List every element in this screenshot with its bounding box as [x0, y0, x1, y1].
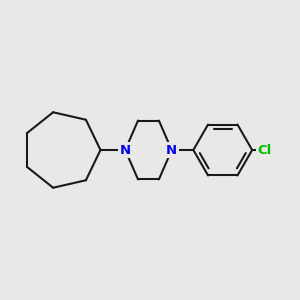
- Text: N: N: [120, 143, 131, 157]
- Text: N: N: [166, 143, 177, 157]
- Text: Cl: Cl: [257, 143, 272, 157]
